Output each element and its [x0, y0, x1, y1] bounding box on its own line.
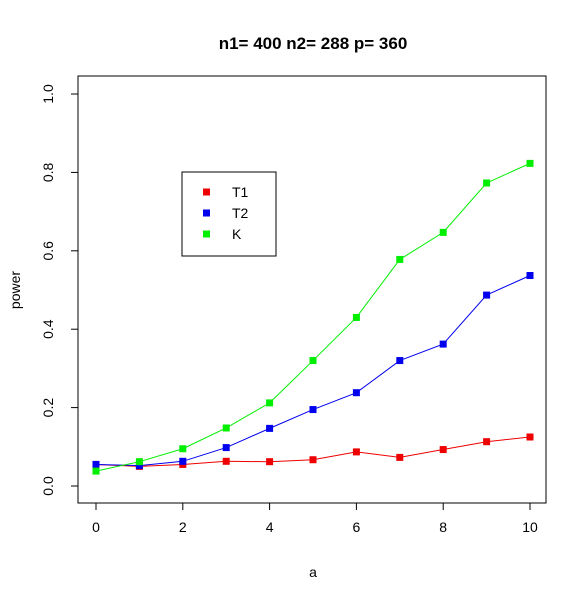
data-point-k [179, 445, 187, 453]
data-point-k [92, 467, 100, 475]
data-point-t2 [309, 406, 317, 414]
legend-box [181, 171, 277, 257]
x-tick-label: 6 [353, 519, 361, 535]
data-point-k [396, 255, 404, 263]
x-tick-label: 8 [439, 519, 447, 535]
data-point-t2 [179, 457, 187, 465]
data-point-k [352, 313, 360, 321]
legend-label-k: K [232, 226, 242, 242]
legend-swatch-t2 [203, 209, 210, 217]
chart-title: n1= 400 n2= 288 p= 360 [219, 34, 408, 53]
data-point-k [222, 424, 230, 432]
y-tick-label: 1.0 [40, 84, 56, 104]
series-line-k [95, 162, 531, 472]
y-tick-label: 0.6 [40, 241, 56, 261]
data-point-t1 [439, 446, 447, 454]
data-point-k [266, 399, 274, 407]
y-axis: 0.0 0.2 0.4 0.6 0.8 1.0 [40, 84, 78, 496]
x-tick-label: 10 [522, 519, 538, 535]
data-point-t2 [396, 357, 404, 365]
data-point-k [483, 179, 491, 187]
x-tick-label: 4 [266, 519, 274, 535]
legend-swatch-k [203, 230, 210, 238]
data-point-t2 [483, 291, 491, 299]
plot-frame [77, 75, 547, 504]
series-line-t2 [95, 275, 531, 467]
series-layer [92, 159, 534, 475]
x-tick-label: 2 [179, 519, 187, 535]
data-point-t1 [396, 453, 404, 461]
y-tick-label: 0.0 [40, 476, 56, 496]
legend-label-t1: T1 [232, 184, 249, 200]
legend-swatch-t1 [203, 188, 210, 196]
data-point-t2 [439, 340, 447, 348]
data-point-t1 [222, 457, 230, 465]
legend: T1 T2 K [181, 171, 277, 257]
data-point-k [135, 458, 143, 466]
data-point-t1 [526, 433, 534, 441]
data-point-k [309, 357, 317, 365]
data-point-t2 [352, 389, 360, 397]
y-axis-label: power [7, 271, 23, 309]
data-point-t2 [526, 271, 534, 279]
x-axis: 0 2 4 6 8 10 [92, 503, 538, 535]
data-point-k [526, 159, 534, 167]
y-tick-label: 0.4 [40, 319, 56, 339]
data-point-t2 [92, 460, 100, 468]
data-point-t1 [266, 458, 274, 466]
data-point-t2 [266, 424, 274, 432]
legend-label-t2: T2 [232, 205, 249, 221]
data-point-t2 [135, 462, 143, 470]
x-axis-label: a [309, 564, 317, 580]
data-point-t1 [309, 456, 317, 464]
data-point-t1 [483, 438, 491, 446]
x-tick-label: 0 [92, 519, 100, 535]
data-point-t2 [222, 444, 230, 452]
data-point-k [439, 228, 447, 236]
data-point-t1 [352, 448, 360, 456]
y-tick-label: 0.2 [40, 398, 56, 418]
y-tick-label: 0.8 [40, 162, 56, 182]
